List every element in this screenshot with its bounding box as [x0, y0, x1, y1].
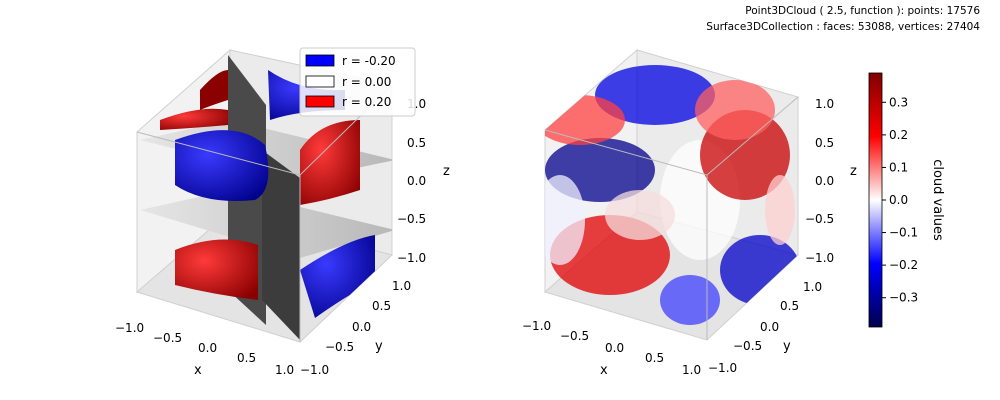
right-zlabel: z	[850, 164, 857, 179]
cloud-region-4	[720, 235, 798, 305]
colorbar: −0.3 −0.2 −0.1 0.0 0.1 0.2 0.3 cloud values	[868, 72, 945, 328]
right-point-cloud	[545, 65, 798, 325]
cloud-region-10	[605, 190, 675, 240]
right-ztick-3: 0.5	[815, 136, 834, 150]
cloud-region-8	[545, 175, 585, 265]
left-ylabel: y	[375, 339, 383, 354]
left-zlabel: z	[443, 164, 450, 179]
right-xtick-1: −0.5	[560, 329, 589, 343]
right-xtick-2: 0.0	[605, 341, 624, 355]
left-blue-lobe-center	[175, 130, 269, 201]
left-xtick-3: 0.5	[237, 351, 256, 365]
right-ytick-0: −1.0	[708, 361, 737, 375]
cloud-region-11	[765, 175, 795, 245]
right-xtick-4: 1.0	[682, 363, 701, 377]
right-ztick-2: 0.0	[815, 174, 834, 188]
left-xtick-4: 1.0	[275, 363, 294, 377]
right-ztick-0: −1.0	[805, 251, 834, 265]
right-ylabel: y	[783, 339, 791, 354]
cloud-region-6	[545, 95, 625, 145]
left-xtick-2: 0.0	[198, 341, 217, 355]
right-ytick-1: −0.5	[733, 339, 762, 353]
legend-swatch-zero	[305, 75, 335, 88]
colorbar-tick-label-6: 0.3	[889, 95, 908, 109]
right-ytick-3: 0.5	[780, 299, 799, 313]
left-ztick-1: −0.5	[397, 212, 426, 226]
colorbar-tick-label-0: −0.3	[889, 291, 918, 305]
colorbar-tick-label-4: 0.1	[889, 160, 908, 174]
left-red-lobe-right	[300, 120, 360, 205]
left-ytick-2: 0.0	[352, 320, 371, 334]
left-ytick-4: 1.0	[392, 279, 411, 293]
right-xtick-0: −1.0	[522, 319, 551, 333]
left-surfaces	[140, 55, 392, 340]
left-ytick-0: −1.0	[300, 363, 329, 377]
surface-info-text: Surface3DCollection : faces: 53088, vert…	[706, 21, 980, 33]
colorbar-ticks: −0.3 −0.2 −0.1 0.0 0.1 0.2 0.3	[882, 95, 918, 305]
left-ztick-3: 0.5	[407, 136, 426, 150]
legend: r = -0.20 r = 0.00 r = 0.20	[299, 47, 416, 117]
colorbar-gradient	[868, 72, 883, 328]
legend-swatch-pos	[305, 95, 335, 108]
right-ztick-1: −0.5	[805, 212, 834, 226]
right-axis-ticks: −1.0 −0.5 0.0 0.5 1.0 −1.0 −0.5 0.0 0.5 …	[522, 97, 834, 377]
cloud-region-9	[660, 275, 720, 325]
right-ytick-4: 1.0	[803, 280, 822, 294]
cloud-info-text: Point3DCloud ( 2.5, function ): points: …	[745, 5, 980, 17]
left-ytick-3: 0.5	[372, 299, 391, 313]
colorbar-tick-label-2: −0.1	[889, 226, 918, 240]
cloud-region-7	[695, 80, 775, 140]
left-axis-ticks: −1.0 −0.5 0.0 0.5 1.0 −1.0 −0.5 0.0 0.5 …	[115, 97, 426, 377]
left-ytick-1: −0.5	[325, 340, 354, 354]
legend-label-neg: r = -0.20	[342, 54, 396, 68]
cloud-region-5	[595, 65, 715, 125]
legend-swatch-neg	[305, 54, 335, 67]
colorbar-label: cloud values	[930, 159, 945, 241]
left-surface-axes: −1.0 −0.5 0.0 0.5 1.0 −1.0 −0.5 0.0 0.5 …	[115, 47, 450, 378]
left-ztick-2: 0.0	[407, 174, 426, 188]
right-ytick-2: 0.0	[760, 320, 779, 334]
legend-label-pos: r = 0.20	[342, 95, 391, 109]
colorbar-tick-label-1: −0.2	[889, 258, 918, 272]
colorbar-tick-label-5: 0.2	[889, 128, 908, 142]
left-xtick-1: −0.5	[153, 331, 182, 345]
right-cloud-axes: −1.0 −0.5 0.0 0.5 1.0 −1.0 −0.5 0.0 0.5 …	[522, 48, 857, 378]
right-xtick-3: 0.5	[645, 351, 664, 365]
legend-label-zero: r = 0.00	[342, 75, 391, 89]
right-front-edges	[544, 96, 799, 340]
left-red-lobe-top	[160, 108, 228, 130]
left-dark-sheet-front	[262, 150, 300, 340]
right-ztick-4: 1.0	[815, 97, 834, 111]
left-red-lobe-back	[200, 70, 228, 110]
left-blue-lobe-front	[300, 235, 375, 318]
left-red-lobe-bottom	[175, 239, 258, 300]
colorbar-tick-label-3: 0.0	[889, 193, 908, 207]
left-xtick-0: −1.0	[115, 321, 144, 335]
left-xlabel: x	[194, 363, 202, 378]
right-xlabel: x	[600, 363, 608, 378]
left-ztick-0: −1.0	[397, 251, 426, 265]
